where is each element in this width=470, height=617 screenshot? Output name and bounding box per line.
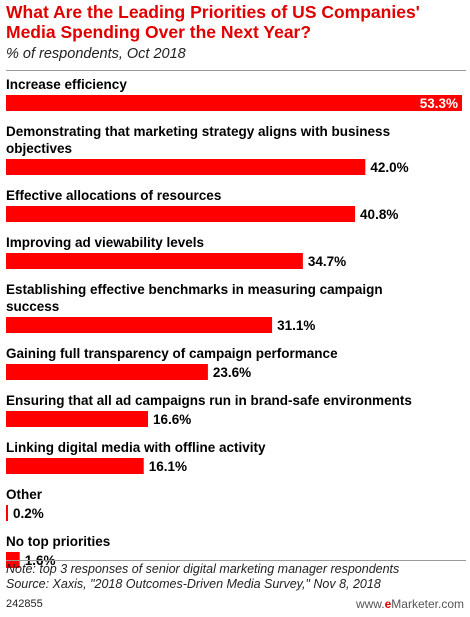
brand-name: Marketer: [391, 597, 438, 611]
category-label: No top priorities: [6, 534, 110, 549]
value-label: 0.2%: [13, 506, 44, 521]
chart-id: 242855: [6, 598, 43, 610]
chart-title: What Are the Leading Priorities of US Co…: [6, 2, 420, 42]
category-label: Demonstrating that marketing strategy al…: [6, 124, 390, 139]
emarketer-logo[interactable]: www.eMarketer.com: [356, 597, 464, 611]
value-label: 34.7%: [308, 254, 346, 269]
value-label: 40.8%: [360, 207, 398, 222]
bar: [6, 206, 356, 222]
bar: [6, 458, 144, 474]
brand-suffix: .com: [437, 597, 464, 611]
category-label: Gaining full transparency of campaign pe…: [6, 346, 338, 361]
bar: [6, 411, 149, 427]
value-label: 16.1%: [149, 459, 187, 474]
bar: [6, 159, 366, 175]
value-label: 23.6%: [213, 365, 251, 380]
chart-source: Source: Xaxis, "2018 Outcomes-Driven Med…: [6, 577, 381, 591]
category-label: Increase efficiency: [6, 77, 127, 92]
bar: [6, 95, 462, 111]
category-label: Effective allocations of resources: [6, 188, 221, 203]
bar: [6, 364, 208, 380]
chart-subtitle: % of respondents, Oct 2018: [6, 46, 186, 62]
chart-note: Note: top 3 responses of senior digital …: [6, 562, 400, 576]
category-label: success: [6, 299, 59, 314]
category-label: Establishing effective benchmarks in mea…: [6, 282, 383, 297]
category-label: Ensuring that all ad campaigns run in br…: [6, 393, 412, 408]
value-label: 16.6%: [153, 412, 191, 427]
bar-chart: Increase efficiency 53.3% Demonstrating th…: [6, 77, 462, 568]
value-label: 31.1%: [277, 318, 315, 333]
category-label: objectives: [6, 141, 72, 156]
bar: [6, 253, 303, 269]
category-label: Improving ad viewability levels: [6, 235, 204, 250]
brand-prefix: www.: [355, 597, 385, 611]
value-label: 53.3%: [420, 96, 458, 111]
brand-e: e: [384, 597, 392, 611]
bar: [6, 505, 8, 521]
bar: [6, 317, 273, 333]
top-divider: [6, 70, 466, 71]
value-label: 42.0%: [370, 160, 408, 175]
category-label: Other: [6, 487, 43, 502]
category-label: Linking digital media with offline activ…: [6, 440, 266, 455]
bottom-divider: [6, 560, 466, 561]
